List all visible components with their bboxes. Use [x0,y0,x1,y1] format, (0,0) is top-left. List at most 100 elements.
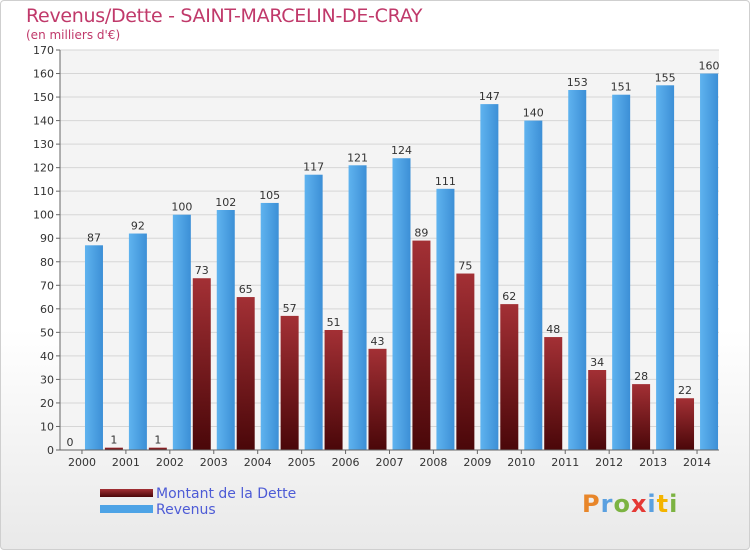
data-label-debt: 65 [239,283,253,296]
y-tick-label: 170 [33,44,54,57]
data-label-revenus: 111 [435,175,456,188]
y-tick-label: 130 [33,138,54,151]
x-tick-label: 2001 [112,456,140,469]
y-tick-label: 40 [40,350,54,363]
bar-revenus [216,210,235,450]
data-label-revenus: 102 [215,196,236,209]
y-tick-label: 10 [40,420,54,433]
x-tick-label: 2005 [288,456,316,469]
bar-debt [456,273,475,450]
data-label-debt: 34 [590,356,604,369]
data-label-debt: 0 [66,436,73,449]
x-tick-label: 2013 [639,456,667,469]
bars: 0 87 1 92 1 100 73 102 65 105 57 117 51 121 43 124 89 111… [60,60,720,451]
bar-revenus [84,245,103,450]
bar-revenus [260,202,279,450]
y-tick-label: 120 [33,162,54,175]
data-label-revenus: 121 [347,151,368,164]
x-tick-label: 2011 [551,456,579,469]
y-tick-label: 50 [40,326,54,339]
data-label-revenus: 105 [259,189,280,202]
bar-debt [544,337,563,450]
x-tick-label: 2000 [68,456,96,469]
grid-lines [60,49,719,451]
bar-revenus [480,104,499,450]
bar-debt [148,447,167,450]
chart-subtitle: (en milliers d'€) [26,28,121,42]
y-tick-label: 150 [33,91,54,104]
plot-area [60,50,719,450]
data-label-debt: 28 [634,370,648,383]
data-label-revenus: 160 [699,60,720,73]
chart-title: Revenus/Dette - SAINT-MARCELIN-DE-CRAY [26,5,423,27]
data-label-revenus: 100 [171,201,192,214]
data-label-revenus: 87 [87,231,101,244]
proxiti-logo: Proxiti [582,490,679,518]
data-label-revenus: 92 [131,220,145,233]
bar-revenus [656,85,675,450]
data-label-debt: 48 [546,323,560,336]
data-label-revenus: 155 [655,71,676,84]
legend-swatch-debt [100,489,153,497]
bar-debt [192,278,211,450]
bar-revenus [700,73,719,450]
bar-revenus [172,214,191,450]
data-label-debt: 43 [371,335,385,348]
data-label-revenus: 153 [567,76,588,89]
data-label-revenus: 147 [479,90,500,103]
y-tick-label: 20 [40,397,54,410]
x-tick-label: 2002 [156,456,184,469]
bar-debt [236,297,255,450]
data-label-debt: 51 [327,316,341,329]
bar-revenus [568,90,587,450]
y-tick-label: 30 [40,373,54,386]
data-label-debt: 73 [195,264,209,277]
x-tick-label: 2008 [419,456,447,469]
y-tick-label: 140 [33,115,54,128]
data-label-revenus: 151 [611,81,632,94]
bar-revenus [436,188,455,450]
legend-label-revenus: Revenus [156,502,216,518]
y-tick-label: 160 [33,68,54,81]
bar-revenus [524,120,543,451]
bar-debt [500,304,519,450]
legend-swatch-revenus [100,505,153,513]
bar-debt [104,447,123,450]
bar-revenus [612,94,631,451]
data-label-revenus: 117 [303,161,324,174]
bar-debt [588,370,607,450]
bar-debt [412,240,431,450]
bar-revenus [392,158,411,450]
x-tick-label: 2010 [507,456,535,469]
data-label-revenus: 124 [391,144,412,157]
legend: Montant de la Dette Revenus [100,486,296,518]
y-axis: 0 10 20 30 40 50 60 70 80 90 100 110 120 130 140 150 160… [33,44,61,457]
x-axis: 2000 2001 2002 2003 2004 2005 2006 2007 2008 2009… [60,449,719,469]
x-tick-label: 2009 [463,456,491,469]
data-label-debt: 62 [502,290,516,303]
x-tick-label: 2014 [683,456,711,469]
data-label-debt: 1 [154,434,161,447]
bar-revenus [128,233,147,450]
legend-label-debt: Montant de la Dette [156,486,296,502]
x-tick-label: 2003 [200,456,228,469]
data-label-debt: 57 [283,302,297,315]
bar-debt [632,384,651,450]
y-tick-label: 100 [33,209,54,222]
x-tick-label: 2012 [595,456,623,469]
x-tick-label: 2006 [332,456,360,469]
bar-debt [676,398,695,450]
y-tick-label: 70 [40,279,54,292]
bar-revenus [304,174,323,451]
bar-debt [280,315,299,450]
y-tick-label: 90 [40,232,54,245]
y-tick-label: 80 [40,256,54,269]
y-tick-label: 60 [40,303,54,316]
data-label-debt: 22 [678,384,692,397]
data-label-debt: 75 [458,260,472,273]
data-label-debt: 89 [414,227,428,240]
data-label-debt: 1 [110,434,117,447]
bar-debt [324,330,343,450]
y-tick-label: 0 [47,444,54,457]
